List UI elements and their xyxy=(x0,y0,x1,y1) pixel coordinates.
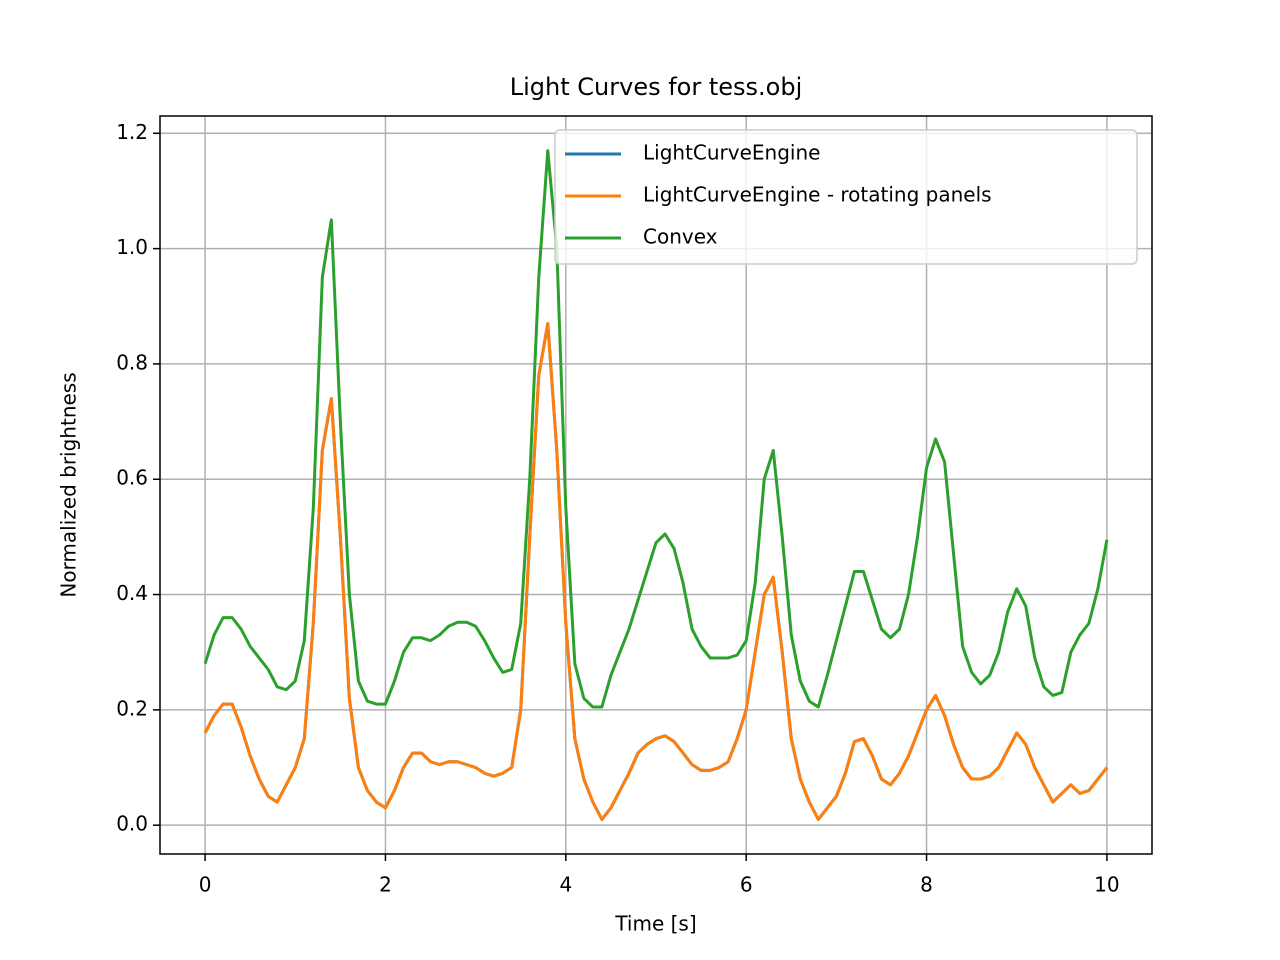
series-line xyxy=(203,322,1109,821)
x-tick-label: 0 xyxy=(199,873,212,897)
legend-box xyxy=(554,129,1138,265)
x-tick-label: 2 xyxy=(379,873,392,897)
x-tick-label: 6 xyxy=(740,873,753,897)
y-tick-label: 1.0 xyxy=(116,235,148,259)
legend-label: Convex xyxy=(643,225,718,249)
y-axis-label: Normalized brightness xyxy=(57,372,81,597)
x-tick-label: 4 xyxy=(559,873,572,897)
chart-title: Light Curves for tess.obj xyxy=(510,73,803,101)
plot-frame xyxy=(159,115,1153,855)
series-line xyxy=(203,149,1109,709)
legend-label: LightCurveEngine xyxy=(643,141,820,165)
legend-label: LightCurveEngine - rotating panels xyxy=(643,183,992,207)
y-tick-label: 0.2 xyxy=(116,696,148,720)
x-tick-label: 8 xyxy=(920,873,933,897)
y-tick-label: 0.8 xyxy=(116,350,148,374)
y-tick-label: 0.4 xyxy=(116,581,148,605)
y-tick-label: 0.6 xyxy=(116,466,148,490)
y-tick-label: 0.0 xyxy=(116,812,148,836)
x-tick-label: 10 xyxy=(1094,873,1119,897)
y-tick-label: 1.2 xyxy=(116,120,148,144)
x-axis-label: Time [s] xyxy=(614,912,696,936)
